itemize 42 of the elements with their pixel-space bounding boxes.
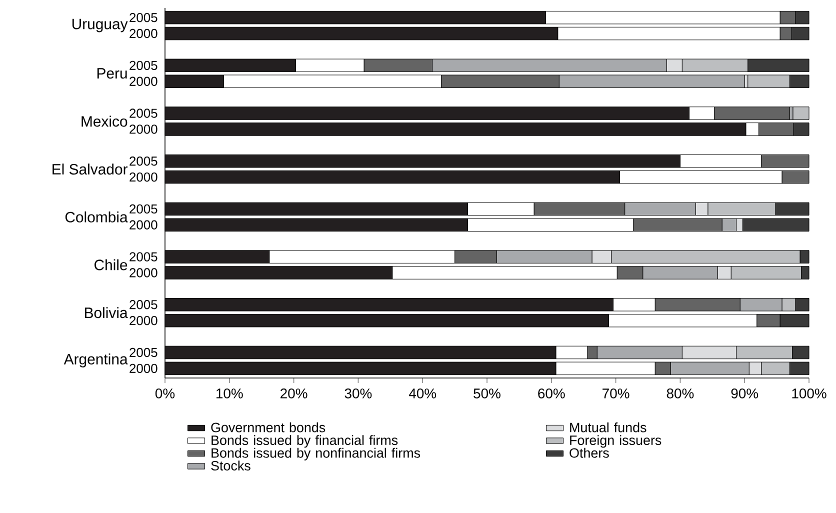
x-tick-label: 40% bbox=[408, 388, 436, 398]
y-tick-label: 2005 bbox=[130, 300, 158, 310]
legend-label: Foreign issuers bbox=[570, 435, 662, 448]
x-tick-label: 60% bbox=[538, 388, 565, 398]
text: Chile bbox=[94, 259, 128, 270]
y-tick-label: 2000 bbox=[130, 124, 158, 134]
x-tick-label: 70% bbox=[602, 388, 630, 398]
y-tick-label: 2005 bbox=[130, 60, 158, 70]
x-tick-label: 50% bbox=[474, 388, 500, 398]
y-tick-label: 2005 bbox=[130, 156, 158, 166]
text: El Salvador bbox=[52, 164, 128, 175]
x-tick-label: 20% bbox=[280, 388, 308, 398]
y-tick-label: 2000 bbox=[130, 76, 158, 86]
legend-label: Stocks bbox=[211, 460, 250, 470]
text: Mexico bbox=[82, 116, 128, 127]
text: Argentina bbox=[64, 353, 128, 368]
y-tick-label: 2000 bbox=[130, 28, 158, 38]
x-tick-label: 0% bbox=[155, 388, 175, 398]
y-tick-label: 2000 bbox=[130, 220, 158, 230]
x-tick-label: 80% bbox=[666, 388, 694, 398]
text: Colombia bbox=[65, 211, 128, 222]
legend-label: Others bbox=[570, 448, 609, 458]
y-tick-label: 2000 bbox=[130, 268, 158, 278]
x-tick-label: 90% bbox=[731, 388, 758, 398]
y-tick-label: 2000 bbox=[130, 364, 158, 374]
legend-label: Bonds issued by financial firms bbox=[212, 435, 398, 448]
legend-label: Government bonds bbox=[211, 422, 326, 432]
legend-label: Bonds issued by nonfinancial firms bbox=[212, 448, 420, 460]
legend-label: Mutual funds bbox=[570, 422, 646, 432]
y-tick-label: 2000 bbox=[130, 316, 158, 326]
text: Uruguay bbox=[72, 18, 128, 32]
y-tick-label: 2005 bbox=[130, 108, 158, 118]
x-tick-label: 30% bbox=[344, 388, 372, 398]
x-tick-label: 100% bbox=[792, 388, 826, 398]
y-tick-label: 2005 bbox=[130, 252, 158, 262]
y-tick-label: 2005 bbox=[130, 12, 158, 22]
y-tick-label: 2000 bbox=[130, 172, 158, 182]
y-tick-label: 2005 bbox=[130, 204, 158, 214]
text: Peru bbox=[97, 68, 127, 79]
text: Bolivia bbox=[84, 307, 128, 318]
x-tick-label: 10% bbox=[216, 388, 243, 398]
y-tick-label: 2005 bbox=[130, 348, 158, 358]
